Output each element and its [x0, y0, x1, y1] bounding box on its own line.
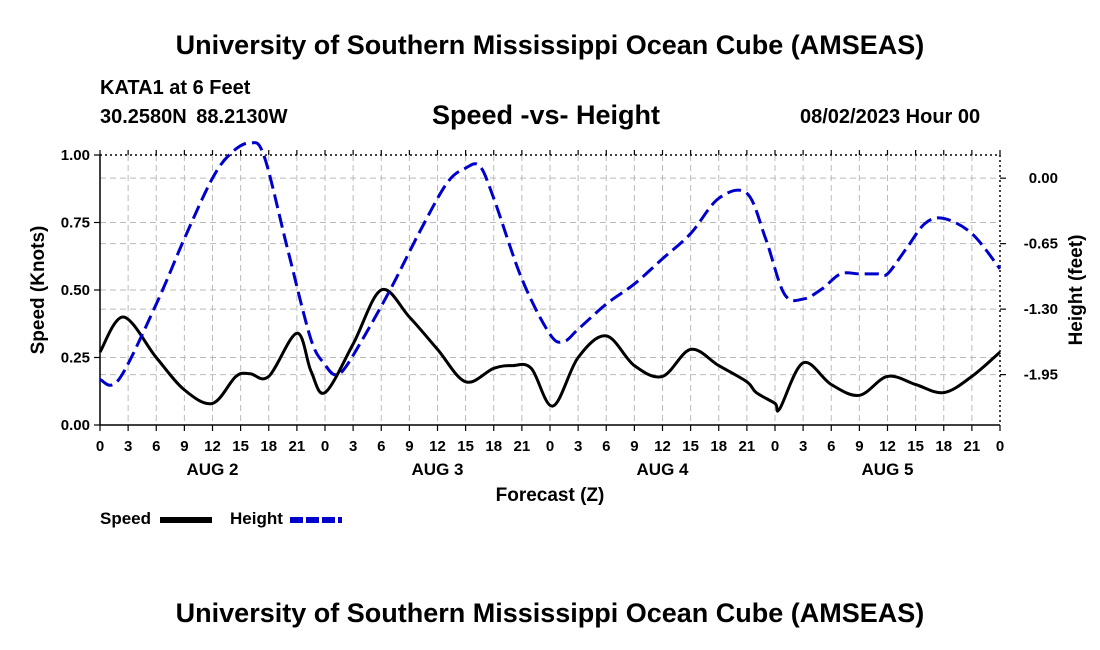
x-tick-label: 0 — [996, 438, 1004, 455]
x-tick-label: 21 — [289, 438, 306, 455]
x-tick-label: 18 — [710, 438, 727, 455]
x-tick-label: 3 — [574, 438, 582, 455]
x-tick-label: 0 — [321, 438, 329, 455]
x-tick-label: 12 — [204, 438, 221, 455]
x-tick-label: 0 — [771, 438, 779, 455]
footer-title: University of Southern Mississippi Ocean… — [175, 598, 925, 628]
x-tick-label: 0 — [546, 438, 554, 455]
x-day-label: AUG 4 — [637, 460, 690, 479]
x-tick-label: 12 — [879, 438, 896, 455]
x-tick-label: 15 — [457, 438, 474, 455]
y-tick-label-right: -1.30 — [1024, 301, 1058, 318]
x-tick-label: 6 — [602, 438, 610, 455]
station-label: KATA1 at 6 Feet — [100, 77, 251, 99]
y-tick-label-right: -1.95 — [1024, 367, 1058, 384]
y-tick-label-left: 0.75 — [61, 215, 90, 232]
x-tick-label: 12 — [654, 438, 671, 455]
legend-speed-swatch — [160, 517, 212, 523]
coordinates-label: 30.2580N 88.2130W — [100, 106, 288, 128]
x-tick-label: 3 — [349, 438, 357, 455]
label-layer: 0 3 6 9 12 15 18 21 0 3 6 9 12 15 18 21 0 3 6 9 12 15 18 21 0 3 6 9… — [28, 147, 1087, 506]
x-tick-label: 9 — [180, 438, 188, 455]
x-axis-title: Forecast (Z) — [496, 485, 605, 506]
x-tick-label: 3 — [799, 438, 807, 455]
x-tick-label: 21 — [514, 438, 531, 455]
x-day-label: AUG 3 — [412, 460, 464, 479]
x-tick-label: 15 — [907, 438, 924, 455]
x-tick-label: 6 — [377, 438, 385, 455]
x-tick-label: 9 — [630, 438, 638, 455]
y-tick-label-left: 0.00 — [61, 417, 90, 434]
x-tick-label: 9 — [855, 438, 863, 455]
x-tick-label: 6 — [152, 438, 160, 455]
axis-layer — [94, 150, 1006, 431]
y-tick-label-left: 0.25 — [61, 350, 90, 367]
series-layer — [98, 141, 1002, 413]
y-axis-title-right: Height (feet) — [1066, 235, 1087, 346]
x-tick-label: 6 — [827, 438, 835, 455]
x-tick-label: 21 — [739, 438, 756, 455]
height-series-line — [99, 141, 1002, 387]
x-tick-label: 15 — [682, 438, 699, 455]
y-tick-label-left: 0.50 — [61, 282, 90, 299]
legend-speed-label: Speed — [100, 509, 152, 528]
x-tick-label: 18 — [260, 438, 277, 455]
y-tick-label-left: 1.00 — [61, 147, 90, 164]
legend-height-swatch — [290, 517, 342, 523]
x-tick-label: 18 — [485, 438, 502, 455]
forecast-datetime: 08/02/2023 Hour 00 — [800, 106, 981, 128]
y-tick-label-right: 0.00 — [1029, 170, 1058, 187]
x-tick-label: 21 — [964, 438, 981, 455]
x-day-label: AUG 5 — [862, 460, 914, 479]
x-tick-label: 9 — [405, 438, 413, 455]
x-day-label: AUG 2 — [187, 460, 239, 479]
x-tick-label: 18 — [935, 438, 952, 455]
x-tick-label: 0 — [96, 438, 104, 455]
x-tick-label: 15 — [232, 438, 249, 455]
grid-layer — [100, 155, 1000, 425]
y-axis-title-left: Speed (Knots) — [28, 226, 49, 355]
x-tick-label: 3 — [124, 438, 132, 455]
chart-subtitle: Speed -vs- Height — [432, 100, 661, 130]
y-tick-label-right: -0.65 — [1024, 236, 1058, 253]
chart-title: University of Southern Mississippi Ocean… — [175, 30, 925, 60]
legend-height-label: Height — [230, 509, 283, 528]
x-tick-label: 12 — [429, 438, 446, 455]
speed-series-line — [98, 287, 1001, 413]
